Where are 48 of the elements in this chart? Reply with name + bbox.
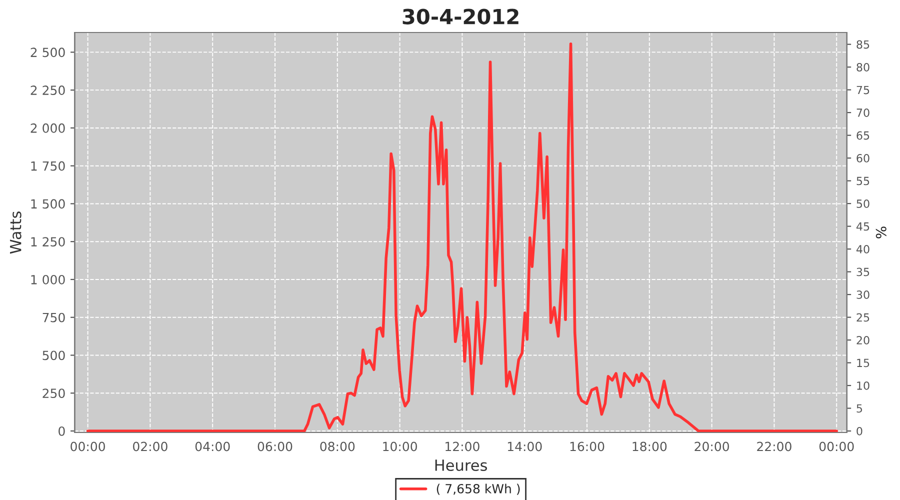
y2-tick-label: 25	[856, 313, 870, 322]
y-tick-label: 2 000	[30, 123, 65, 133]
y-tick-label: 750	[42, 312, 65, 322]
y2-tick-label: 80	[856, 63, 870, 72]
x-tick-label: 08:00	[320, 442, 355, 452]
y2-tick-label: 5	[856, 404, 862, 413]
y-tick-label: 2 500	[30, 48, 65, 58]
y2-tick-label: 75	[856, 86, 870, 94]
y2-tick-label: 15	[857, 358, 870, 368]
y2-tick-label: 20	[856, 336, 870, 344]
x-tick-label: 04:00	[195, 442, 230, 452]
x-axis-title: Heures	[435, 460, 487, 472]
y-tick-label: 1 000	[31, 274, 65, 284]
x-tick-label: 02:00	[133, 442, 168, 452]
x-tick-label: 12:00	[446, 442, 480, 452]
y-tick-label: 0	[58, 426, 65, 436]
y-tick-label: 1 250	[31, 237, 65, 247]
x-tick-label: 00:00	[819, 442, 854, 452]
y2-tick-label: 60	[856, 154, 870, 162]
x-tick-label: 16:00	[570, 442, 604, 452]
x-tick-label: 22:00	[757, 442, 792, 452]
y2-tick-label: 35	[856, 268, 870, 276]
x-tick-label: 18:00	[632, 442, 667, 452]
y2-tick-label: 85	[856, 40, 870, 49]
y-tick-label: 2 250	[30, 86, 65, 96]
y2-tick-label: 55	[856, 176, 870, 186]
y2-tick-label: 70	[856, 108, 870, 117]
y2-tick-label: 40	[856, 245, 870, 254]
chart-title: 30-4-2012	[402, 8, 518, 24]
x-tick-label: 14:00	[508, 442, 542, 452]
y-tick-label: 250	[42, 388, 65, 398]
y2-tick-label: 30	[856, 290, 870, 299]
x-tick-label: 20:00	[694, 442, 729, 452]
x-tick-label: 06:00	[258, 442, 292, 452]
y-tick-label: 500	[42, 350, 65, 360]
y-axis-title: Watts	[10, 212, 22, 254]
y2-tick-label: 0	[856, 426, 862, 436]
legend-label: ( 7,658 kWh )	[436, 484, 520, 495]
y2-tick-label: 45	[856, 222, 870, 231]
y2-axis-title: %	[876, 226, 886, 238]
line-series	[86, 42, 838, 432]
y2-tick-label: 50	[856, 200, 870, 208]
y2-tick-label: 10	[857, 381, 870, 390]
y-tick-label: 1 500	[31, 199, 65, 209]
x-tick-label: 00:00	[70, 442, 105, 452]
x-tick-label: 10:00	[383, 442, 417, 452]
y-tick-label: 1 750	[31, 161, 65, 171]
y2-tick-label: 65	[856, 131, 870, 140]
